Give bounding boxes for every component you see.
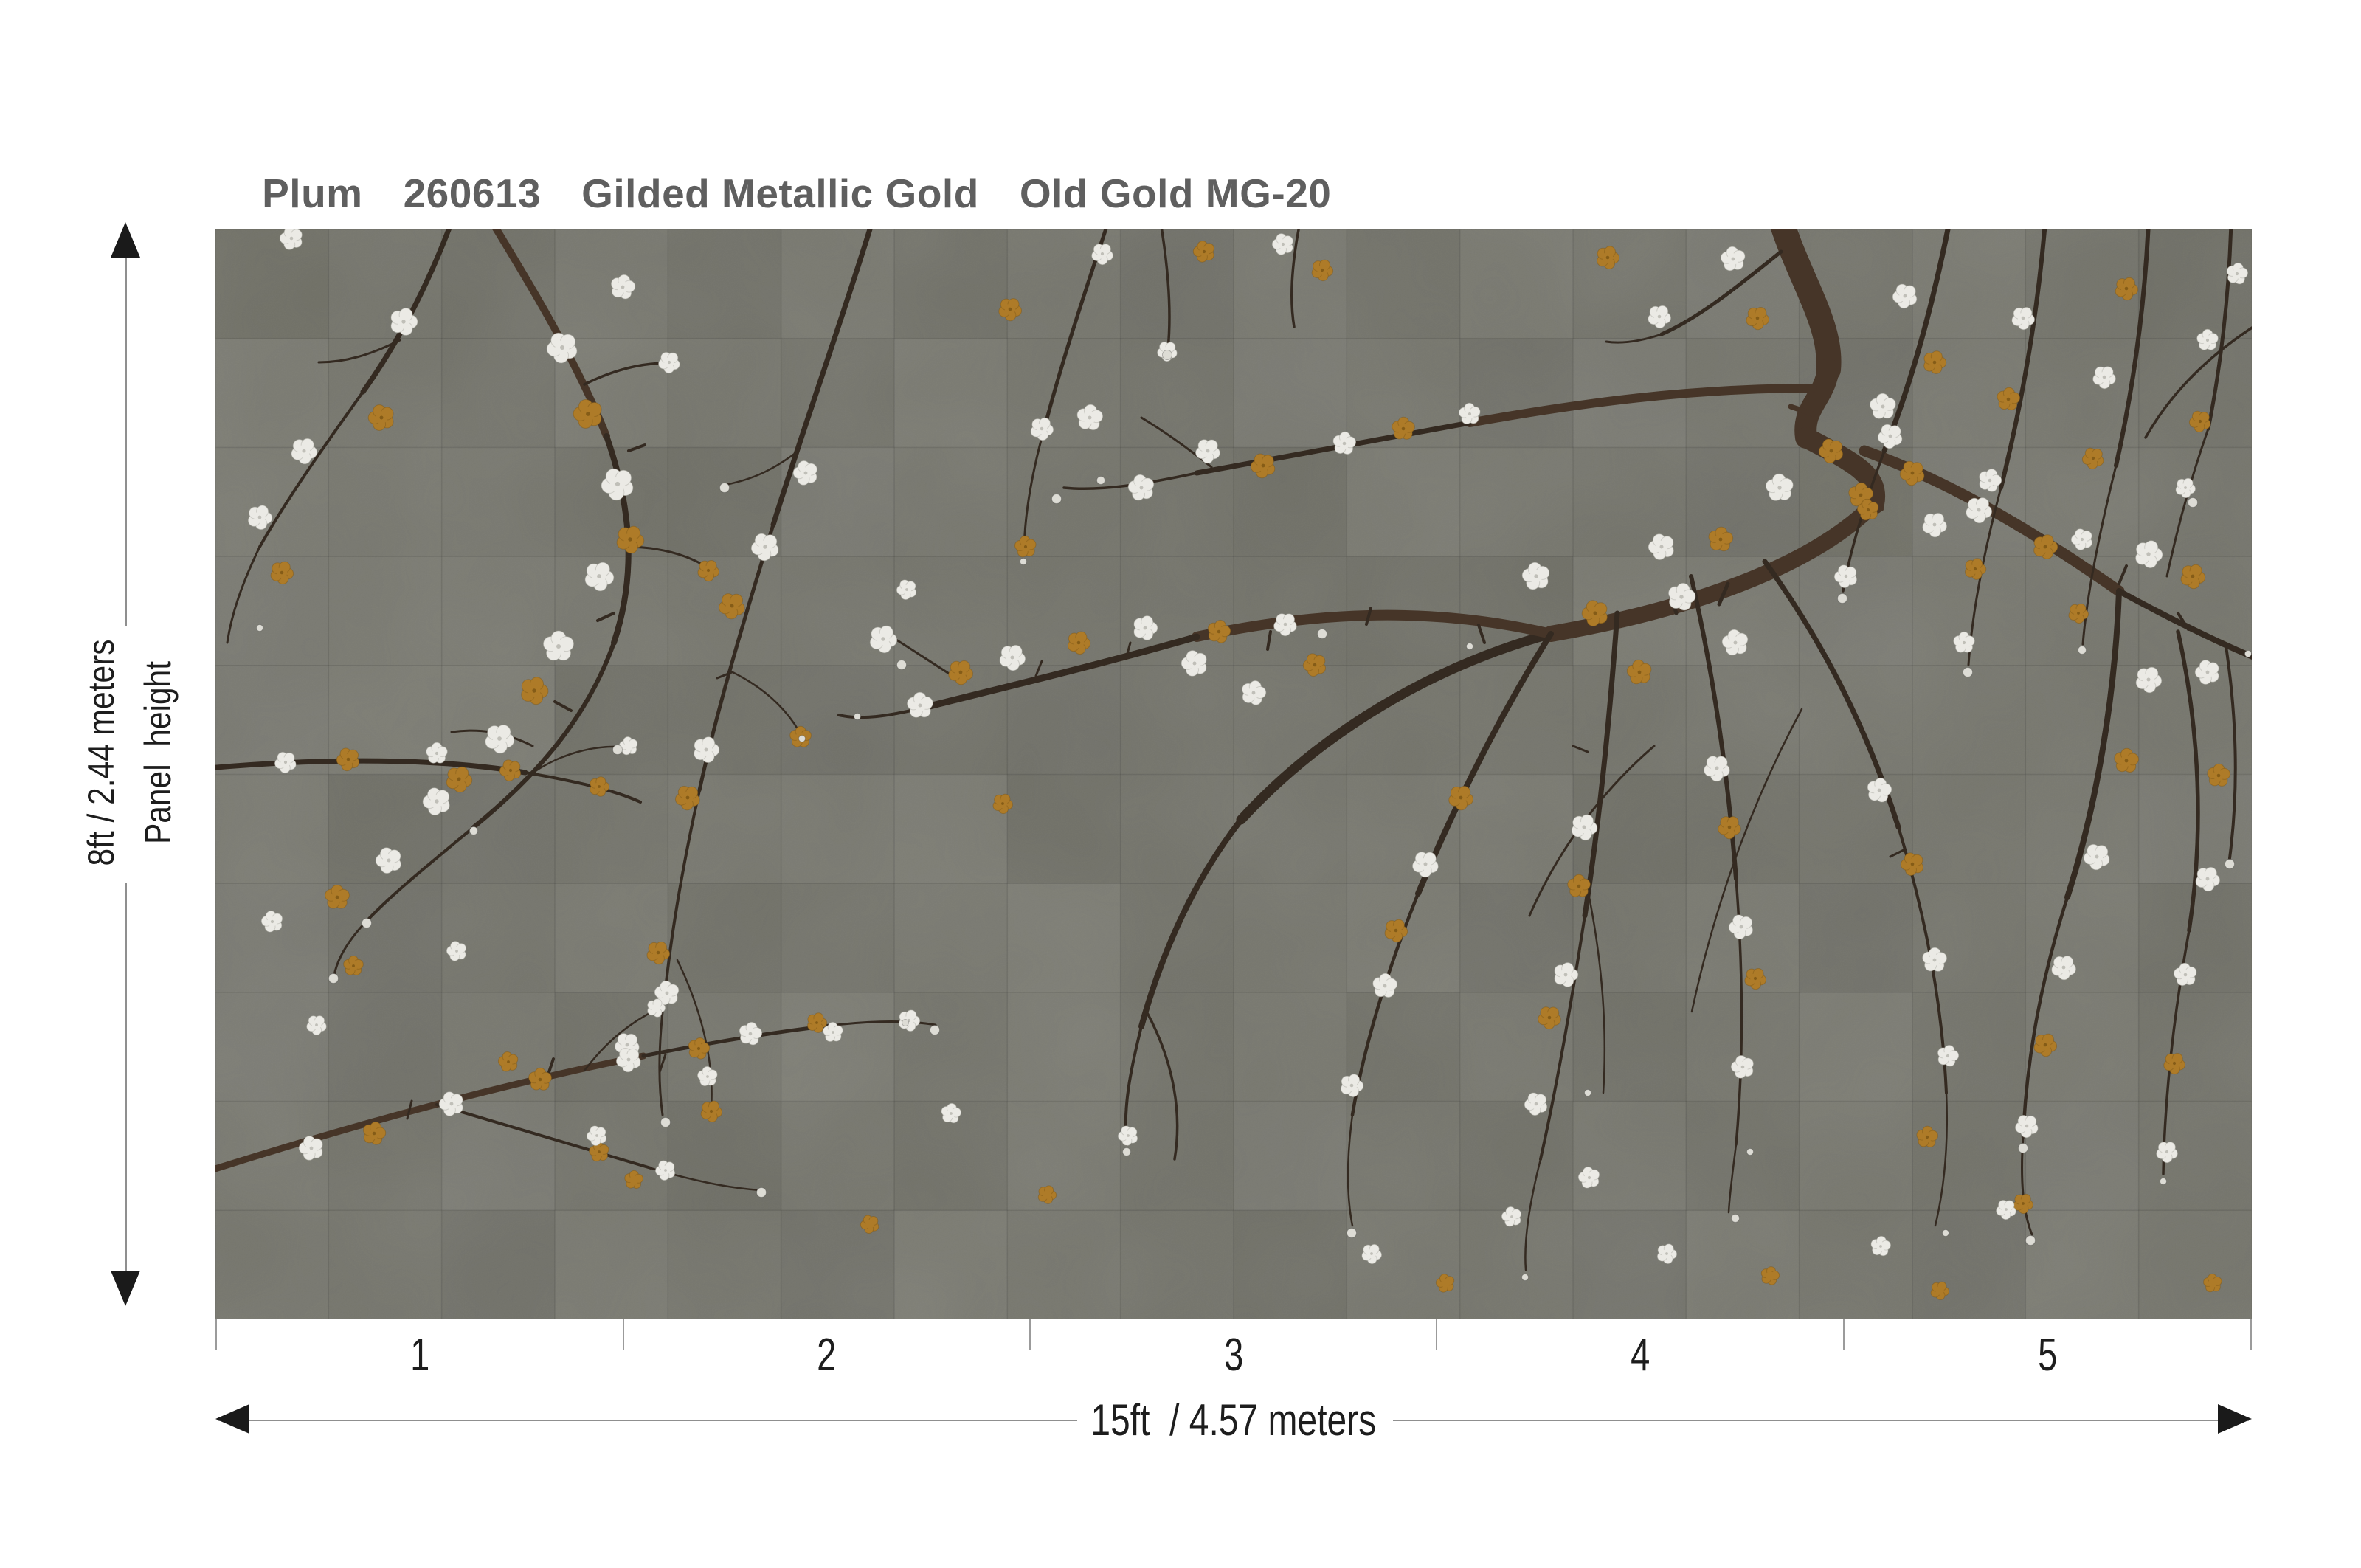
arrow-left-icon (215, 1404, 249, 1434)
height-arrow-line-top (125, 258, 127, 626)
arrow-right-icon (2218, 1404, 2252, 1434)
arrow-up-icon (111, 222, 140, 258)
pattern-number: 260613 (403, 170, 542, 216)
height-arrow-line-bottom (125, 883, 127, 1271)
panel-tick (2250, 1319, 2252, 1350)
panel-tick (623, 1319, 624, 1350)
panel-tick (1436, 1319, 1437, 1350)
product-title: Plum 260613 Gilded Metallic Gold Old Gold M… (215, 122, 1372, 264)
width-arrow-line-right (1393, 1420, 2249, 1421)
panel-number: 5 (2037, 1330, 2058, 1381)
panel-height-value: 8ft / 2.44 meters (80, 639, 122, 866)
panel-number: 1 (409, 1330, 430, 1381)
panel-number: 3 (1223, 1330, 1244, 1381)
panel-tick (1843, 1319, 1845, 1350)
panel-number: 2 (816, 1330, 837, 1381)
arrow-down-icon (111, 1271, 140, 1306)
panel-number: 4 (1630, 1330, 1650, 1381)
panel-height-label: Panel height (137, 660, 179, 845)
total-width-value: 15ft / 4.57 meters (1090, 1395, 1377, 1445)
wallpaper-mural-preview (215, 229, 2252, 1319)
panel-tick (1029, 1319, 1031, 1350)
finish-name: Gilded Metallic Gold (581, 170, 979, 216)
panel-tick (215, 1319, 217, 1350)
colorway-name: Old Gold MG-20 (1019, 170, 1332, 216)
width-arrow-line-left (218, 1420, 1077, 1421)
pattern-name: Plum (262, 170, 363, 216)
